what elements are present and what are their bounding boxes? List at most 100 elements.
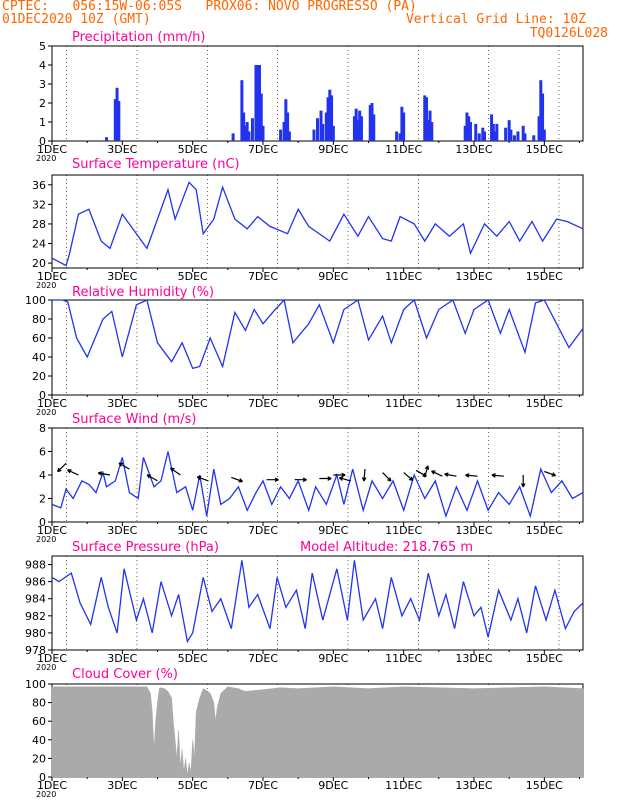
x-tick-label: 3DEC [107,397,137,410]
precip-bar [428,110,432,141]
x-tick-label: 9DEC [318,779,348,792]
precip-bar [516,131,520,141]
x-tick-label: 7DEC [248,779,278,792]
x-tick-label: 3DEC [107,652,137,665]
x-tick-label: 15DEC [526,524,563,537]
precip-bar [512,135,516,141]
y-tick-label: 982 [25,610,46,623]
precip-bar [231,133,235,141]
precip-bar [430,122,434,141]
precip-bar [493,131,497,141]
precip-bar [352,116,356,141]
wind-arrow [97,471,111,476]
wind-arrow [333,472,346,478]
x-tick-label: 1DEC [37,270,67,283]
y-tick-label: 6 [39,446,46,459]
precip-bar [402,112,406,141]
x-tick-label: 11DEC [385,652,422,665]
precip-bar [245,122,249,141]
precip-bar [474,123,478,141]
precip-bar [504,127,508,141]
wind-arrow [338,476,352,482]
y-tick-label: 20 [32,257,46,270]
y-tick-label: 2 [39,493,46,506]
x-tick-label: 15DEC [526,397,563,410]
x-tick-label: 9DEC [318,270,348,283]
precip-bar [115,87,119,141]
wind-arrow [169,467,181,476]
panel-title: Relative Humidity (%) [72,285,214,300]
y-tick-label: 980 [25,627,46,640]
precip-bar [312,129,316,141]
wind-arrow [146,474,158,482]
series-line [51,451,584,519]
y-tick-label: 28 [32,218,46,231]
y-tick-label: 0 [39,771,46,784]
precip-bar [324,112,328,141]
vertical-grid-note: Vertical Grid Line: 10Z [405,12,586,27]
precip-bar [368,104,372,141]
x-tick-label: 13DEC [455,143,492,156]
y-tick-label: 1 [39,116,46,129]
precip-bar [286,112,290,141]
x-tick-label: 13DEC [455,652,492,665]
panel-subtitle: Model Altitude: 218.765 m [300,540,473,555]
y-tick-label: 986 [25,576,46,589]
x-tick-label: 11DEC [385,524,422,537]
precip-bar [532,135,536,141]
y-tick-label: 32 [32,198,46,211]
y-tick-label: 2 [39,97,46,110]
wind-arrow [465,473,478,478]
precip-bar [495,123,499,141]
y-tick-label: 4 [39,469,46,482]
precip-bar [243,125,247,141]
forecast-date: 01DEC2020 10Z (GMT) [2,12,151,27]
x-tick-label: 5DEC [178,652,208,665]
wind-arrow [403,472,414,481]
x-tick-label: 15DEC [526,143,563,156]
y-tick-label: 100 [25,294,46,307]
x-tick-label: 11DEC [385,397,422,410]
cloud-cover-area [51,686,584,778]
x-tick-label: 3DEC [107,270,137,283]
precip-bar [481,127,485,141]
precip-bar [521,125,525,141]
precip-bar [468,122,472,141]
panel-frame [51,174,584,269]
y-tick-label: 5 [39,40,46,53]
y-tick-label: 0 [39,389,46,402]
wind-arrow [520,475,526,488]
x-tick-label: 9DEC [318,652,348,665]
precip-bar [356,120,360,141]
precip-bar [117,101,121,141]
year-label: 2020 [36,154,56,163]
wind-arrow [67,469,79,476]
x-tick-label: 9DEC [318,397,348,410]
precip-bar [279,129,283,141]
wind-arrow [431,470,443,477]
x-tick-label: 13DEC [455,524,492,537]
year-label: 2020 [36,663,56,672]
wind-arrow [294,477,307,482]
precip-bar [316,118,319,141]
y-tick-label: 60 [32,332,46,345]
panel-title: Precipitation (mm/h) [72,30,205,45]
precip-bar [259,93,263,141]
x-tick-label: 7DEC [248,524,278,537]
precip-bar [287,131,291,141]
year-label: 2020 [36,790,56,799]
precip-bar [261,125,265,141]
x-tick-label: 1DEC [37,143,67,156]
precip-bar [372,114,376,141]
precip-bar [250,118,254,141]
x-tick-label: 3DEC [107,779,137,792]
wind-arrow [196,475,209,482]
wind-arrow [319,476,332,481]
precip-bar [398,133,402,141]
y-tick-label: 0 [39,135,46,148]
wind-arrow [491,473,504,478]
x-tick-label: 11DEC [385,270,422,283]
panel-title: Cloud Cover (%) [72,667,178,682]
precip-bar [539,80,543,141]
